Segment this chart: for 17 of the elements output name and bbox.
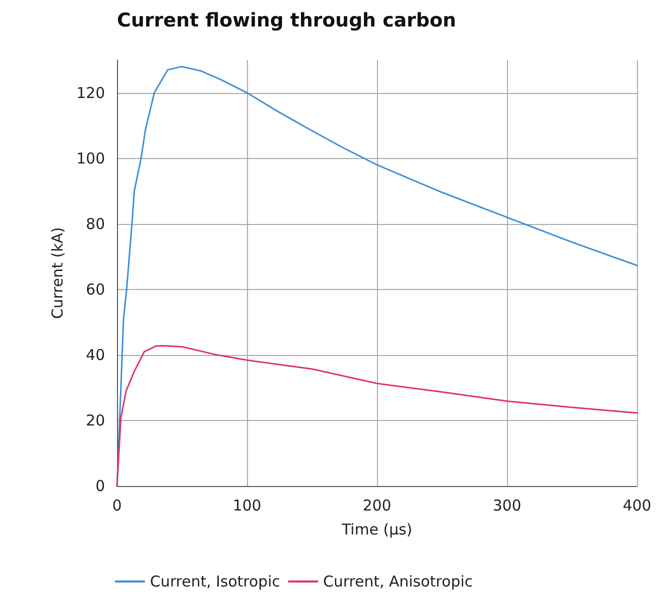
y-axis-title: Current (kA) [48, 227, 66, 319]
y-tick-label: 0 [95, 477, 105, 495]
y-tick-label: 20 [86, 411, 105, 430]
y-tick-label: 60 [86, 280, 105, 298]
chart-title: Current flowing through carbon [117, 10, 456, 32]
y-tick-label: 80 [86, 214, 105, 233]
legend-label: Current, Anisotropic [323, 572, 473, 590]
x-tick-label: 400 [622, 496, 652, 514]
x-tick-label: 0 [112, 496, 122, 514]
x-tick-label: 200 [362, 496, 392, 514]
y-tick-label: 40 [86, 346, 105, 364]
y-tick-label: 100 [76, 149, 105, 168]
x-axis-title: Time (µs) [340, 520, 412, 538]
x-tick-label: 100 [232, 496, 262, 514]
x-tick-label: 300 [492, 496, 522, 514]
y-tick-label: 120 [76, 84, 105, 102]
legend-label: Current, Isotropic [150, 572, 280, 590]
